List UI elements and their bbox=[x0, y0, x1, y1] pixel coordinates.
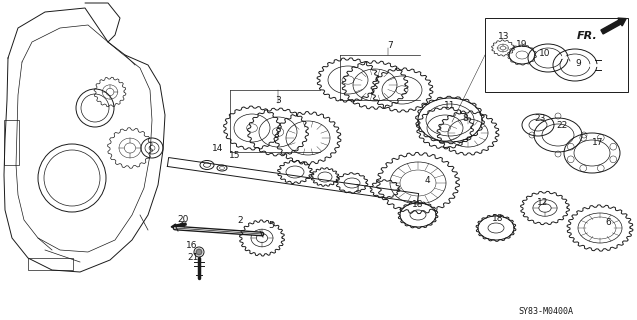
Text: 22: 22 bbox=[556, 121, 568, 130]
Text: 15: 15 bbox=[229, 150, 241, 159]
Text: 18: 18 bbox=[492, 213, 504, 222]
Text: SY83-M0400A: SY83-M0400A bbox=[518, 308, 573, 316]
Text: FR.: FR. bbox=[577, 31, 598, 41]
Text: 17: 17 bbox=[592, 138, 604, 147]
Text: 7: 7 bbox=[387, 41, 393, 50]
Text: 21: 21 bbox=[187, 253, 199, 262]
Text: 13: 13 bbox=[498, 31, 510, 41]
Bar bbox=[4, 120, 19, 165]
Circle shape bbox=[196, 249, 202, 255]
Text: 8: 8 bbox=[462, 114, 468, 123]
Text: 2: 2 bbox=[237, 215, 243, 225]
FancyArrow shape bbox=[171, 223, 186, 228]
Text: 20: 20 bbox=[177, 214, 189, 223]
Text: 19: 19 bbox=[516, 39, 527, 49]
Text: 12: 12 bbox=[538, 197, 548, 206]
Text: 9: 9 bbox=[575, 59, 581, 68]
FancyArrow shape bbox=[601, 18, 626, 34]
Text: 4: 4 bbox=[424, 175, 430, 185]
Text: 3: 3 bbox=[275, 95, 281, 105]
Text: 18: 18 bbox=[412, 199, 424, 209]
Text: 14: 14 bbox=[212, 143, 224, 153]
Text: 5: 5 bbox=[268, 220, 274, 229]
Text: 1: 1 bbox=[355, 183, 361, 193]
Bar bbox=[28, 258, 73, 270]
Text: 23: 23 bbox=[534, 114, 546, 123]
Text: 11: 11 bbox=[444, 100, 455, 109]
Text: 6: 6 bbox=[605, 218, 611, 227]
Text: 10: 10 bbox=[540, 49, 551, 58]
Text: 16: 16 bbox=[186, 241, 197, 250]
